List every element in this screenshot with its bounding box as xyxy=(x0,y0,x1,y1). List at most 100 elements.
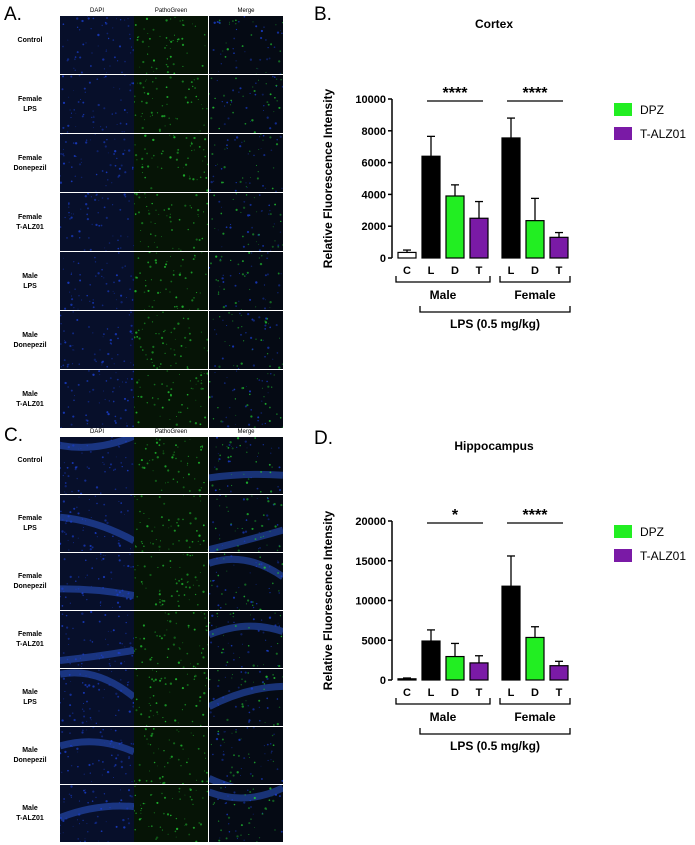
significance-stars: **** xyxy=(443,85,469,102)
row-label: Control xyxy=(17,457,43,464)
row-label: Female Donepezil xyxy=(13,154,47,172)
micrograph-tile xyxy=(209,437,283,494)
row-label: Male LPS xyxy=(22,272,38,290)
micrograph-tile xyxy=(209,495,283,552)
legend-swatch xyxy=(614,549,632,562)
significance-stars: * xyxy=(452,507,459,524)
micrograph-tile xyxy=(134,193,208,251)
group-label: Male xyxy=(430,288,457,302)
group-bracket xyxy=(395,698,491,705)
micrograph-tile xyxy=(60,785,134,842)
row-label: Female Donepezil xyxy=(13,573,47,590)
bar xyxy=(397,678,417,681)
group-bracket xyxy=(499,698,571,705)
micrograph-tile xyxy=(134,134,208,192)
micrograph-tile xyxy=(209,193,283,251)
x-tick-label: L xyxy=(428,687,435,699)
micrograph-tile xyxy=(134,785,208,842)
micrograph-tile xyxy=(134,727,208,784)
y-tick-label: 4000 xyxy=(362,189,386,201)
micrograph-tile xyxy=(134,669,208,726)
x-tick-label: L xyxy=(508,687,515,699)
micrograph-tile xyxy=(209,252,283,310)
group-label: Female xyxy=(514,288,556,302)
bar xyxy=(469,217,489,259)
micrograph-tile xyxy=(209,785,283,842)
group-bracket xyxy=(499,276,571,283)
x-tick-label: T xyxy=(476,687,483,699)
panel-c-letter: C. xyxy=(4,425,23,446)
column-header-dapi: DAPI xyxy=(89,8,104,14)
micrograph-tile xyxy=(60,370,134,428)
bar xyxy=(549,665,569,681)
row-label: Male LPS xyxy=(22,689,38,706)
legend-label: T-ALZ01 xyxy=(640,127,686,141)
legend-swatch xyxy=(614,127,632,140)
bar xyxy=(501,585,521,681)
micrograph-tile xyxy=(60,611,134,668)
treatment-label: LPS (0.5 mg/kg) xyxy=(450,739,540,753)
bar xyxy=(525,636,545,681)
group-label: Male xyxy=(430,710,457,724)
panel-a-letter: A. xyxy=(4,4,22,25)
y-tick-label: 2000 xyxy=(362,221,386,233)
y-tick-label: 10000 xyxy=(355,94,386,106)
micrograph-tile xyxy=(134,553,208,610)
micrograph-tile xyxy=(60,495,134,552)
row-label: Male Donepezil xyxy=(13,331,47,349)
column-header-merge: Merge xyxy=(237,8,255,14)
row-label: Female T-ALZ01 xyxy=(16,213,44,231)
y-tick-label: 5000 xyxy=(362,635,386,647)
micrograph-tile xyxy=(60,16,134,74)
bar xyxy=(469,662,489,681)
bar xyxy=(501,137,521,259)
row-label: Female T-ALZ01 xyxy=(16,631,44,648)
x-tick-label: D xyxy=(451,687,459,699)
micrograph-tile xyxy=(134,437,208,494)
micrograph-tile xyxy=(60,252,134,310)
panel-b-letter: B. xyxy=(314,4,332,25)
micrograph-tile xyxy=(209,611,283,668)
chart-title: Cortex xyxy=(475,17,513,31)
micrograph-tile xyxy=(60,437,134,494)
treatment-bracket xyxy=(419,306,571,313)
hippocampus-bar-chart: Hippocampus Relative Fluorescence Intensi… xyxy=(321,439,686,753)
y-axis-label: Relative Fluorescence Intensity xyxy=(321,88,335,268)
bar xyxy=(445,195,465,259)
x-tick-label: C xyxy=(403,687,411,699)
micrograph-tile xyxy=(209,553,283,610)
bar xyxy=(397,251,417,259)
legend-swatch xyxy=(614,103,632,116)
legend-swatch xyxy=(614,525,632,538)
y-tick-label: 20000 xyxy=(355,516,386,528)
row-label: Male Donepezil xyxy=(13,747,47,764)
micrograph-tile xyxy=(209,16,283,74)
micrograph-tile xyxy=(60,311,134,369)
x-tick-label: T xyxy=(556,687,563,699)
legend-label: T-ALZ01 xyxy=(640,549,686,563)
legend-label: DPZ xyxy=(640,103,664,117)
micrograph-tile xyxy=(209,727,283,784)
y-axis-label: Relative Fluorescence Intensity xyxy=(321,510,335,690)
column-header-pathogreen: PathoGreen xyxy=(154,8,188,14)
bar xyxy=(421,155,441,259)
micrograph-tile xyxy=(209,134,283,192)
column-header-dapi: DAPI xyxy=(89,429,104,435)
group-label: Female xyxy=(514,710,556,724)
micrograph-tile xyxy=(134,75,208,133)
x-tick-label: L xyxy=(508,265,515,277)
y-tick-label: 10000 xyxy=(355,596,386,608)
micrograph-tile xyxy=(60,134,134,192)
y-tick-label: 8000 xyxy=(362,126,386,138)
row-label: Male T-ALZ01 xyxy=(16,390,44,408)
micrograph-tile xyxy=(209,370,283,428)
column-header-merge: Merge xyxy=(237,429,255,435)
panel-d-letter: D. xyxy=(314,428,333,449)
micrograph-tile xyxy=(134,611,208,668)
x-tick-label: T xyxy=(476,265,483,277)
micrograph-tile xyxy=(209,75,283,133)
micrograph-tile xyxy=(134,495,208,552)
cortex-bar-chart: Cortex Relative Fluorescence Intensity 0 20… xyxy=(321,17,686,331)
x-tick-label: T xyxy=(556,265,563,277)
micrograph-tile xyxy=(134,311,208,369)
